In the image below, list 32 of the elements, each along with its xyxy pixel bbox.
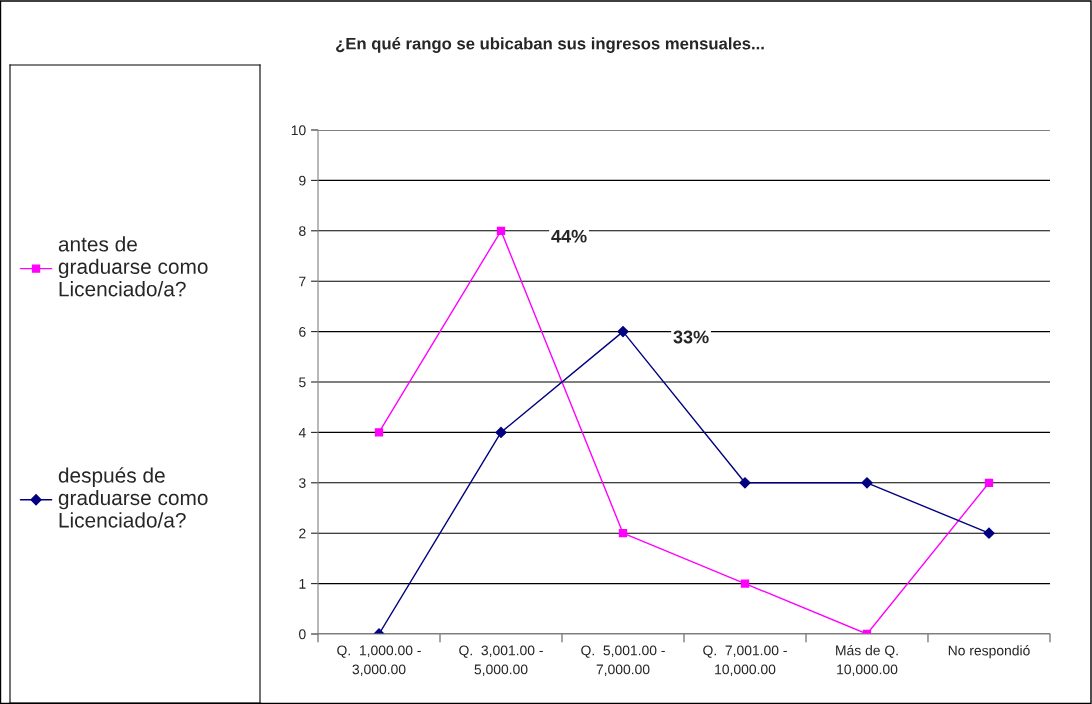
point	[861, 477, 873, 489]
y-tick-label: 9	[299, 175, 306, 186]
x-tick-label: Más de Q. 10,000.00	[836, 644, 898, 676]
y-tick-label: 0	[299, 629, 306, 640]
y-tick-label: 1	[299, 579, 306, 589]
y-tick-label: 3	[299, 478, 306, 488]
legend-label: antes de graduarse como Licenciado/a?	[58, 236, 208, 297]
y-tick-label: 10	[291, 125, 306, 136]
point	[496, 226, 506, 235]
chart-title: ¿En qué rango se ubicaban sus ingresos mensuales...	[336, 37, 764, 53]
point	[495, 426, 507, 439]
point	[617, 325, 629, 338]
point	[983, 527, 995, 539]
x-tick-label: Q. 1,000.00 - 3,000.00	[337, 645, 421, 676]
y-tick-label: 6	[299, 326, 306, 337]
point	[739, 477, 751, 489]
point	[984, 478, 994, 487]
x-tick-label: Q. 3,001.00 - 5,000.00	[459, 645, 543, 676]
legend-label: después de graduarse como Licenciado/a?	[58, 467, 208, 528]
point	[740, 579, 750, 588]
y-tick-label: 2	[299, 528, 306, 539]
y-tick-label: 4	[298, 427, 306, 438]
y-tick-label: 8	[299, 226, 306, 236]
x-tick-label: Q. 7,001.00 - 10,000.00	[703, 645, 787, 676]
x-tick-label: Q. 5,001.00 - 7,000.00	[581, 645, 665, 676]
x-tick-label: No respondió	[948, 645, 1030, 659]
y-tick-label: 5	[299, 377, 306, 388]
y-tick-label: 7	[299, 276, 306, 287]
annotation: 44%	[551, 229, 587, 243]
annotation: 33%	[673, 330, 709, 344]
point	[618, 529, 628, 538]
point	[374, 428, 384, 437]
